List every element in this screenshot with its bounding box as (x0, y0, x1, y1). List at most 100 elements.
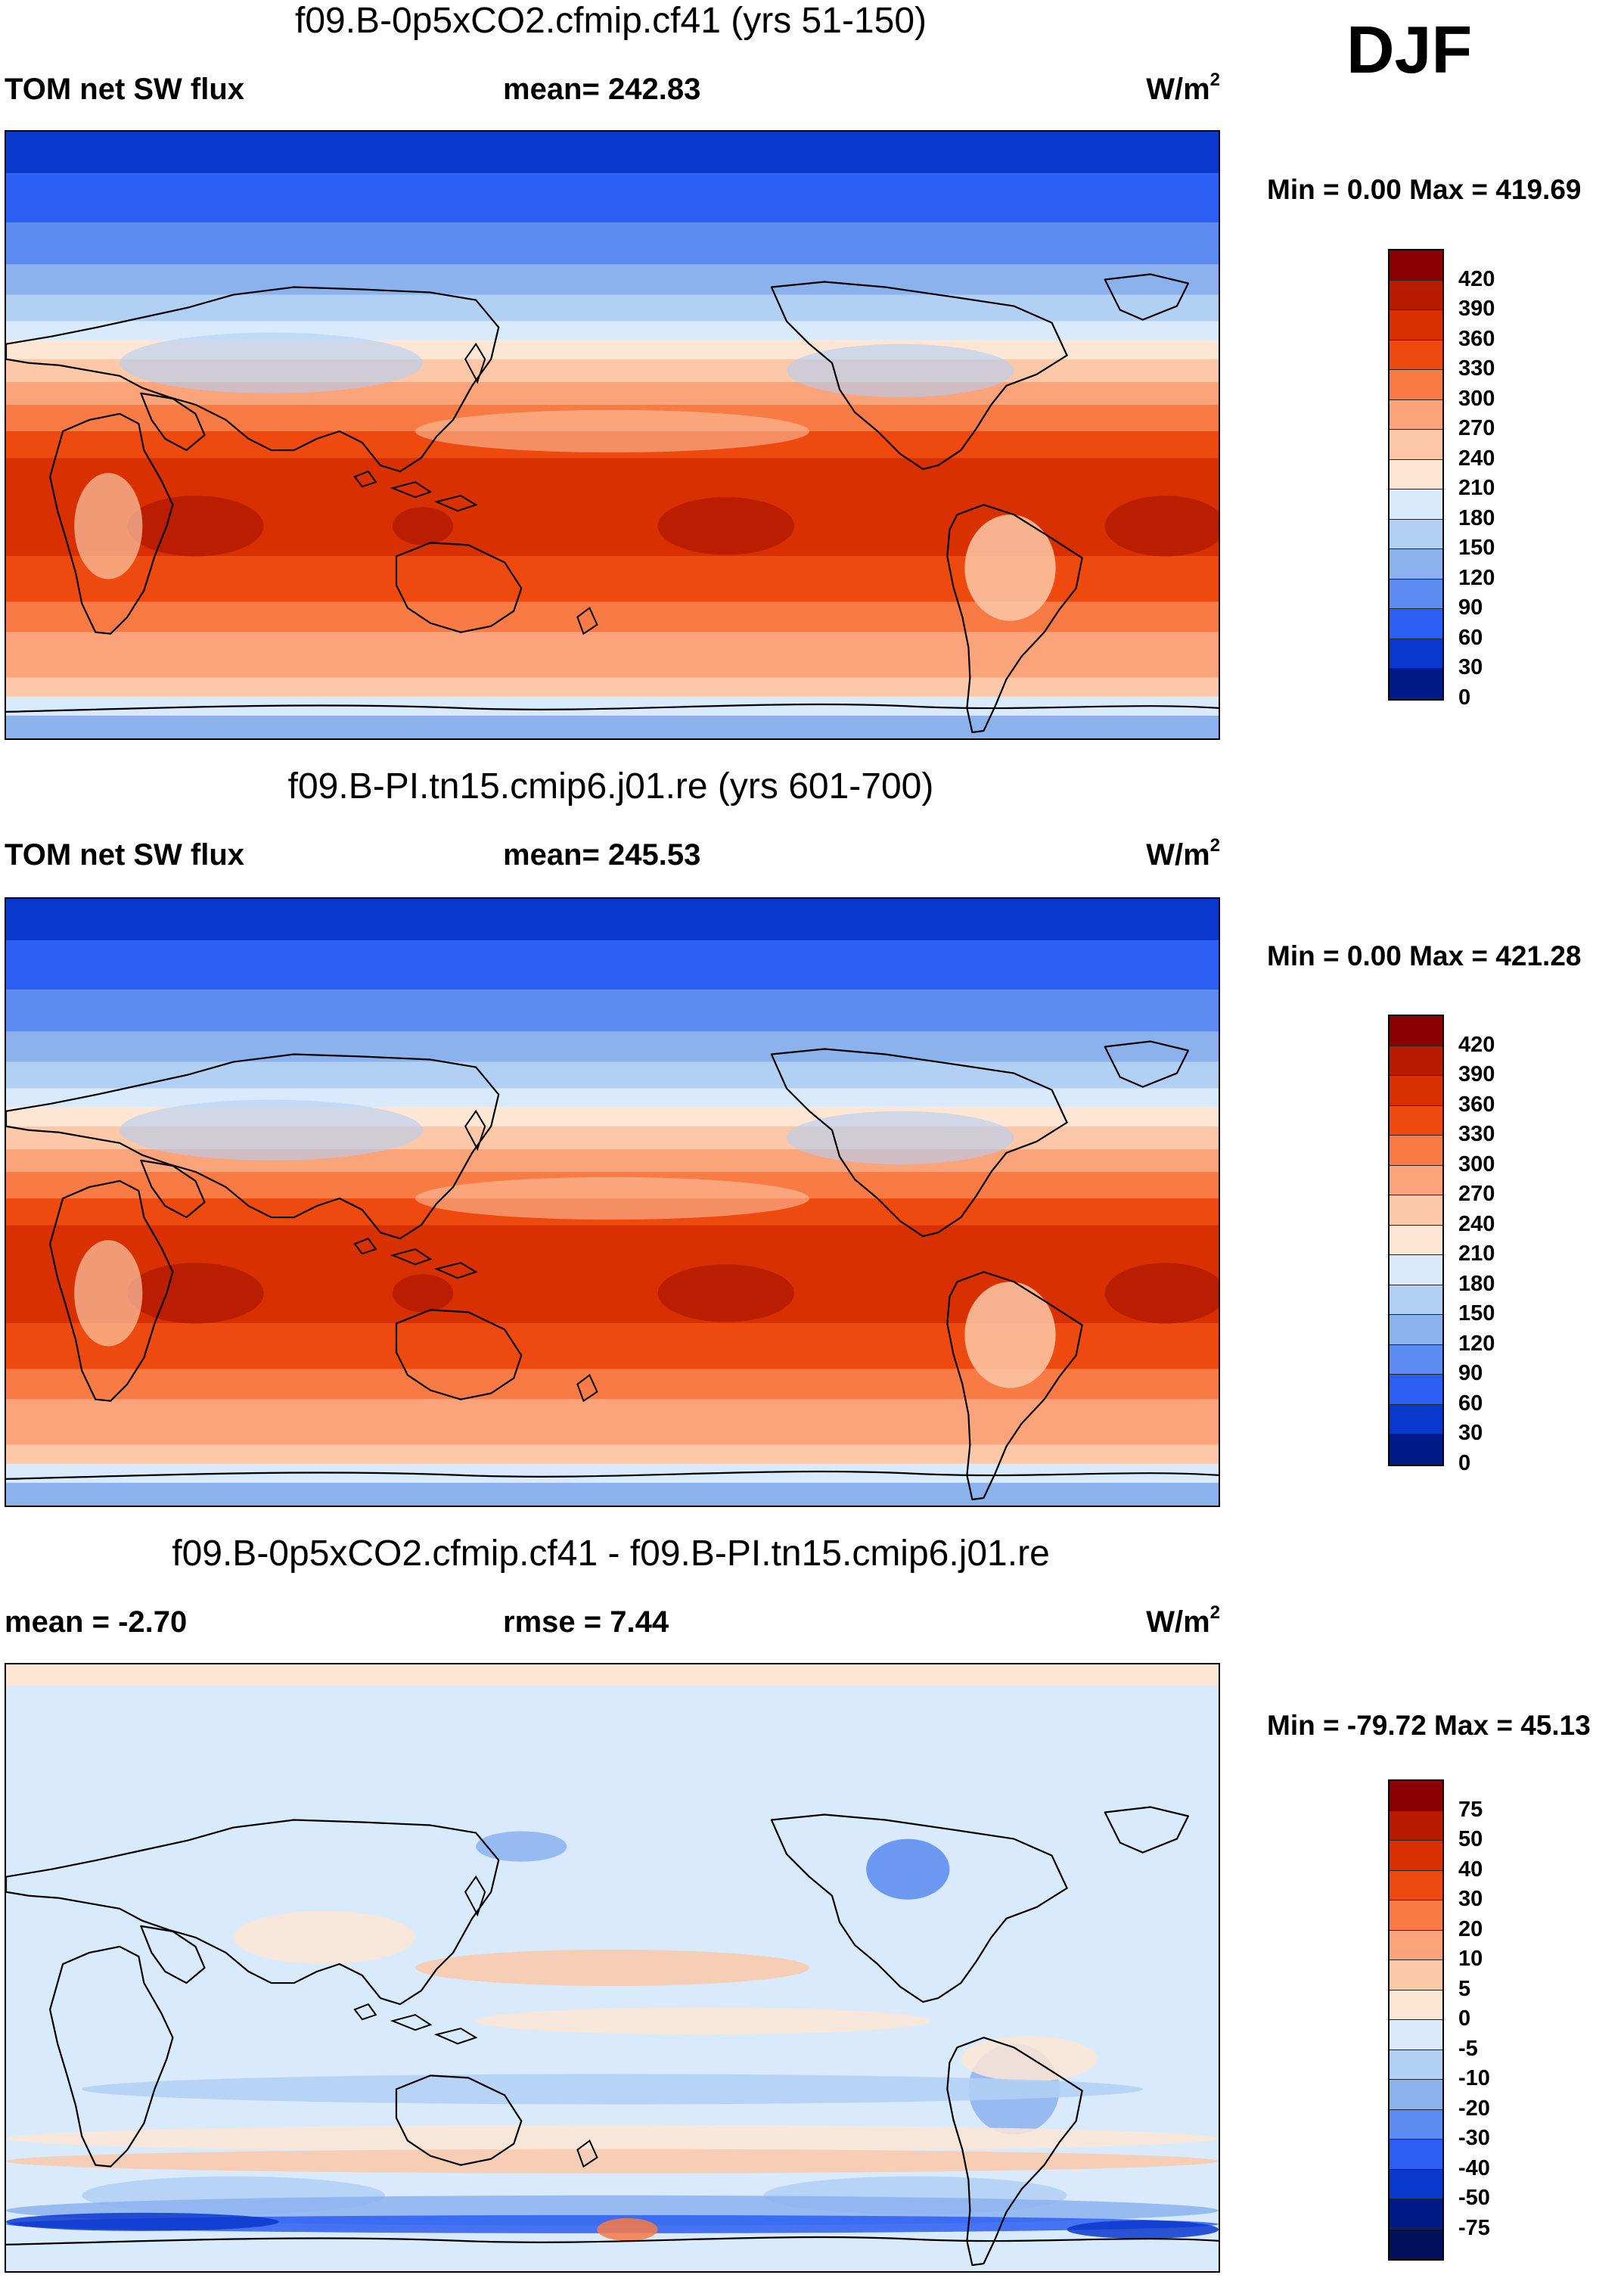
colorbar-tick-label: 240 (1458, 446, 1495, 471)
colorbar-tick-label: 210 (1458, 476, 1495, 500)
colorbar-swatch (1390, 1225, 1442, 1255)
colorbar-swatch (1390, 2229, 1442, 2259)
colorbar (1388, 249, 1444, 701)
colorbar-tick-label: 30 (1458, 1421, 1483, 1445)
colorbar-tick-label: 360 (1458, 1092, 1495, 1117)
colorbar-swatch (1390, 2140, 1442, 2170)
panel-title: f09.B-PI.tn15.cmip6.j01.re (yrs 601-700) (287, 766, 934, 806)
colorbar-tick-label: -10 (1458, 2066, 1490, 2090)
field-label: TOM net SW flux (5, 73, 245, 106)
colorbar-tick-label: -20 (1458, 2096, 1490, 2121)
units-label: W/m2 (1146, 835, 1220, 872)
rmse-label: rmse = 7.44 (503, 1605, 669, 1639)
map-svg (6, 899, 1219, 1506)
colorbar-tick-label: 90 (1458, 595, 1483, 620)
colorbar-swatch (1390, 1870, 1442, 1900)
colorbar-swatch (1390, 549, 1442, 580)
colorbar-swatch (1390, 1046, 1442, 1076)
colorbar-swatch (1390, 250, 1442, 281)
colorbar-tick-label: 75 (1458, 1797, 1483, 1822)
colorbar-swatch (1390, 669, 1442, 699)
colorbar-tick-label: 40 (1458, 1857, 1483, 1882)
colorbar-tick-label: 210 (1458, 1242, 1495, 1266)
colorbar-tick-label: 5 (1458, 1976, 1471, 2001)
colorbar-swatch (1390, 1255, 1442, 1285)
colorbar (1388, 1779, 1444, 2261)
season-label: DJF (1346, 12, 1473, 87)
colorbar-swatch (1390, 399, 1442, 430)
map-plot (5, 1663, 1220, 2273)
colorbar-tick-label: 300 (1458, 1151, 1495, 1176)
colorbar-tick-label: 390 (1458, 297, 1495, 321)
colorbar-tick-label: 20 (1458, 1916, 1483, 1941)
colorbar-swatch (1390, 519, 1442, 549)
colorbar (1388, 1015, 1444, 1466)
colorbar-swatch (1390, 1781, 1442, 1811)
colorbar-swatch (1390, 2169, 1442, 2199)
colorbar-tick-label: 420 (1458, 1032, 1495, 1057)
colorbar-swatch (1390, 1841, 1442, 1871)
colorbar-tick-label: -40 (1458, 2155, 1490, 2180)
units-label: W/m2 (1146, 1602, 1220, 1639)
colorbar-tick-label: 120 (1458, 1331, 1495, 1356)
colorbar-swatch (1390, 2109, 1442, 2140)
map-plot (5, 130, 1220, 740)
panel-title: f09.B-0p5xCO2.cfmip.cf41 - f09.B-PI.tn15… (172, 1534, 1050, 1574)
colorbar-tick-label: 420 (1458, 266, 1495, 291)
colorbar-swatch (1390, 579, 1442, 609)
colorbar-tick-label: 240 (1458, 1211, 1495, 1236)
colorbar-tick-label: 30 (1458, 1887, 1483, 1911)
colorbar-swatch (1390, 2050, 1442, 2080)
colorbar-tick-label: 0 (1458, 685, 1471, 710)
colorbar-tick-label: 390 (1458, 1062, 1495, 1086)
minmax-label: Min = 0.00 Max = 419.69 (1267, 174, 1582, 205)
colorbar-swatch (1390, 1195, 1442, 1226)
colorbar-tick-label: 270 (1458, 416, 1495, 440)
colorbar-swatch (1390, 1076, 1442, 1106)
mean-label: mean = -2.70 (5, 1605, 188, 1639)
colorbar-tick-label: 330 (1458, 356, 1495, 381)
panel-title: f09.B-0p5xCO2.cfmip.cf41 (yrs 51-150) (294, 1, 927, 41)
colorbar-tick-label: 0 (1458, 2006, 1471, 2031)
colorbar-tick-label: 0 (1458, 1450, 1471, 1475)
colorbar-tick-label: 300 (1458, 386, 1495, 411)
minmax-label: Min = 0.00 Max = 421.28 (1267, 940, 1582, 971)
colorbar-swatch (1390, 430, 1442, 460)
colorbar-swatch (1390, 489, 1442, 520)
colorbar-swatch (1390, 1990, 1442, 2020)
colorbar-tick-label: 10 (1458, 1947, 1483, 1971)
colorbar-tick-label: 150 (1458, 536, 1495, 560)
colorbar-swatch (1390, 1404, 1442, 1434)
colorbar-swatch (1390, 1315, 1442, 1345)
colorbar-swatch (1390, 2020, 1442, 2050)
colorbar-swatch (1390, 1344, 1442, 1375)
colorbar-tick-label: 360 (1458, 326, 1495, 351)
colorbar-swatch (1390, 1285, 1442, 1315)
colorbar-swatch (1390, 1930, 1442, 1960)
colorbar-tick-label: 60 (1458, 1391, 1483, 1416)
colorbar-tick-label: -50 (1458, 2186, 1490, 2210)
colorbar-tick-label: 90 (1458, 1361, 1483, 1385)
colorbar-tick-label: 60 (1458, 625, 1483, 650)
units-label: W/m2 (1146, 70, 1220, 106)
colorbar-swatch (1390, 1900, 1442, 1931)
colorbar-swatch (1390, 1375, 1442, 1405)
colorbar-tick-label: 180 (1458, 505, 1495, 530)
colorbar-swatch (1390, 2199, 1442, 2230)
colorbar-swatch (1390, 1016, 1442, 1046)
colorbar-swatch (1390, 1136, 1442, 1166)
colorbar-swatch (1390, 280, 1442, 310)
colorbar-tick-label: 120 (1458, 565, 1495, 590)
colorbar-swatch (1390, 1960, 1442, 1991)
colorbar-swatch (1390, 370, 1442, 400)
colorbar-swatch (1390, 1434, 1442, 1465)
colorbar-swatch (1390, 639, 1442, 669)
colorbar-tick-label: 150 (1458, 1301, 1495, 1325)
colorbar-tick-label: 50 (1458, 1827, 1483, 1851)
colorbar-tick-label: 30 (1458, 655, 1483, 679)
mean-label: mean= 242.83 (503, 73, 701, 106)
colorbar-swatch (1390, 1165, 1442, 1195)
mean-label: mean= 245.53 (503, 838, 701, 872)
colorbar-tick-label: -30 (1458, 2126, 1490, 2150)
map-svg (6, 1664, 1219, 2271)
